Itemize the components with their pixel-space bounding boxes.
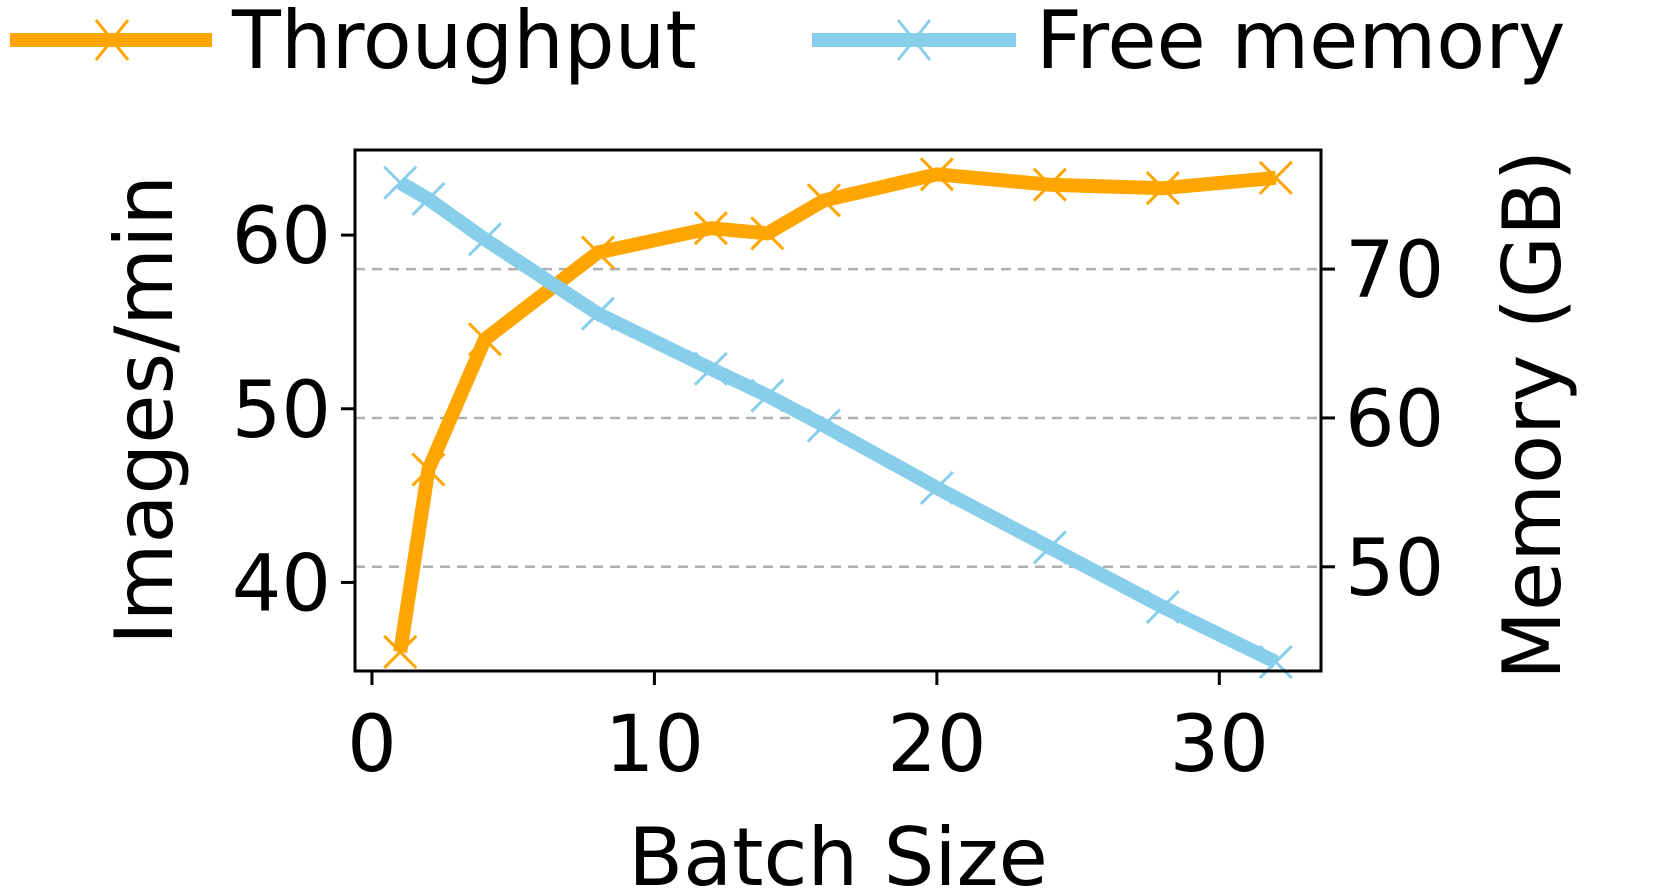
legend-label-throughput: Throughput bbox=[231, 0, 697, 87]
y-right-tick-label-50: 50 bbox=[1345, 524, 1444, 614]
point-throughput-20 bbox=[919, 157, 954, 192]
gridlines bbox=[355, 267, 1321, 569]
point-free-memory-28 bbox=[1145, 589, 1180, 625]
point-throughput-28 bbox=[1145, 171, 1180, 206]
point-throughput-1 bbox=[383, 634, 418, 669]
point-free-memory-16 bbox=[806, 408, 841, 443]
series-line-free-memory bbox=[396, 176, 1279, 669]
y-axis-left: 40 50 60 bbox=[232, 192, 355, 629]
point-free-memory-4 bbox=[467, 222, 502, 257]
y-left-tick-label-50: 50 bbox=[232, 366, 331, 456]
x-tick-label-10: 10 bbox=[605, 700, 704, 790]
x-axis-title: Batch Size bbox=[628, 811, 1048, 892]
y-right-tick-label-60: 60 bbox=[1345, 375, 1444, 465]
point-free-memory-8 bbox=[580, 296, 615, 331]
point-free-memory-14 bbox=[750, 378, 785, 413]
legend-marker-throughput bbox=[94, 19, 130, 61]
point-free-memory-24 bbox=[1032, 530, 1067, 565]
x-tick-label-20: 20 bbox=[887, 700, 986, 790]
plot-frame bbox=[353, 148, 1323, 673]
point-throughput-14 bbox=[750, 216, 785, 251]
point-throughput-4 bbox=[467, 322, 502, 357]
legend-marker-free-memory bbox=[896, 19, 932, 61]
x-tick-label-0: 0 bbox=[347, 700, 397, 790]
point-free-memory-12 bbox=[693, 351, 728, 386]
point-throughput-2 bbox=[411, 452, 446, 487]
y-axis-right-title: Memory (GB) bbox=[1486, 150, 1579, 680]
point-free-memory-20 bbox=[919, 470, 954, 505]
legend-item-throughput: Throughput bbox=[10, 0, 697, 87]
y-axis-right: 50 60 70 bbox=[1321, 226, 1444, 614]
point-throughput-24 bbox=[1032, 167, 1067, 202]
point-free-memory-32 bbox=[1258, 645, 1293, 680]
point-throughput-8 bbox=[580, 235, 615, 270]
y-left-tick-label-40: 40 bbox=[232, 539, 331, 629]
point-free-memory-2 bbox=[411, 182, 446, 217]
legend: Throughput Free memory bbox=[10, 0, 1565, 87]
x-tick-label-30: 30 bbox=[1170, 700, 1269, 790]
legend-label-free-memory: Free memory bbox=[1036, 0, 1565, 87]
series-layer bbox=[383, 157, 1293, 680]
x-axis: 0 10 20 30 bbox=[347, 671, 1269, 790]
y-left-tick-label-60: 60 bbox=[232, 192, 331, 282]
point-throughput-16 bbox=[806, 183, 841, 218]
y-right-tick-label-70: 70 bbox=[1345, 226, 1444, 316]
point-throughput-12 bbox=[693, 211, 728, 246]
y-axis-left-title: Images/min bbox=[98, 175, 191, 645]
point-free-memory-1 bbox=[383, 165, 418, 200]
legend-item-free-memory: Free memory bbox=[812, 0, 1565, 87]
point-throughput-32 bbox=[1258, 160, 1293, 195]
